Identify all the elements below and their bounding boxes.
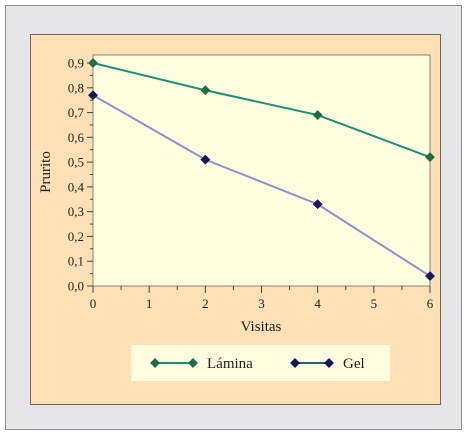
- x-tick-label: 3: [258, 296, 265, 311]
- data-point-gel: [200, 154, 211, 165]
- legend-label-lamina: Lámina: [207, 356, 253, 372]
- series-line-lamina: [92, 62, 431, 159]
- legend: Lámina Gel: [131, 345, 390, 381]
- legend-marker-gel-end: [324, 358, 334, 368]
- legend-marker-lamina: [150, 358, 160, 368]
- data-point-lamina: [88, 58, 98, 68]
- y-tick-label: 0,7: [68, 105, 85, 120]
- x-tick-label: 1: [146, 296, 153, 311]
- x-tick-label: 5: [371, 296, 378, 311]
- x-tick-label: 0: [90, 296, 97, 311]
- y-tick-label: 0,4: [68, 179, 85, 194]
- x-tick-label: 2: [202, 296, 209, 311]
- data-point-gel: [88, 90, 98, 101]
- plot-area: [92, 54, 431, 287]
- series-layer: [88, 58, 435, 282]
- y-tick-label: 0,0: [68, 279, 84, 294]
- data-point-gel: [425, 271, 435, 282]
- series-line-gel: [92, 94, 431, 277]
- y-tick-label: 0,8: [68, 80, 84, 95]
- y-tick-label: 0,6: [68, 130, 85, 145]
- legend-marker-gel: [290, 358, 300, 368]
- x-tick-label: 6: [427, 296, 434, 311]
- y-tick-label: 0,1: [68, 254, 84, 269]
- y-tick-label: 0,3: [68, 204, 84, 219]
- x-tick-label: 4: [314, 296, 321, 311]
- x-axis-label: Visitas: [241, 319, 282, 335]
- data-point-lamina: [200, 85, 211, 96]
- legend-marker-lamina-end: [188, 358, 198, 368]
- legend-label-gel: Gel: [343, 356, 365, 372]
- y-tick-label: 0,2: [68, 229, 84, 244]
- data-point-gel: [312, 199, 323, 210]
- data-point-lamina: [425, 152, 435, 163]
- axes: 0,0 0,1 0,2 0,3 0,4 0,5 0,6 0,7 0,8 0,9 0 1 2 3 4 5 6: [68, 56, 434, 312]
- y-tick-label: 0,9: [68, 56, 84, 71]
- y-tick-label: 0,5: [68, 155, 84, 170]
- y-axis-label: Prurito: [38, 151, 54, 193]
